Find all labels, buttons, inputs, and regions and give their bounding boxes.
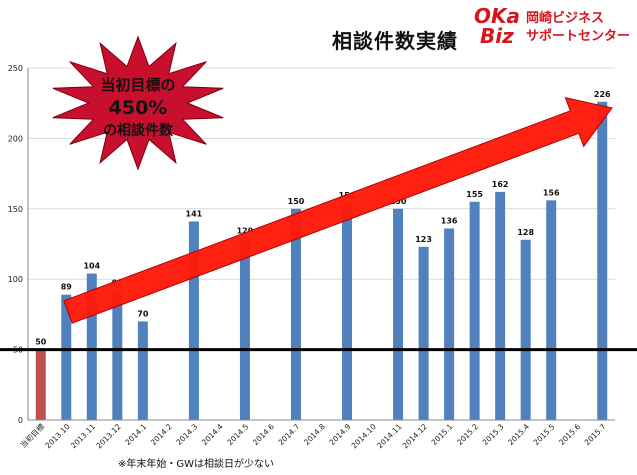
data-label: 156	[543, 188, 560, 197]
x-tick-label: 2014.9	[328, 422, 353, 447]
data-label: 226	[594, 90, 611, 99]
trend-arrow	[63, 97, 613, 324]
data-label: 129	[237, 226, 254, 235]
y-tick-label: 0	[18, 416, 23, 425]
x-tick-label: 2015.1	[430, 422, 455, 447]
x-tick-label: 2014.8	[302, 422, 327, 447]
bar	[86, 273, 97, 420]
x-tick-label: 2015.5	[532, 422, 557, 447]
x-tick-label: 2015.4	[506, 422, 531, 447]
data-label: 162	[492, 180, 509, 189]
data-label: 128	[517, 228, 534, 237]
bar	[239, 238, 250, 420]
x-tick-label: 2014.1	[123, 422, 148, 447]
bar	[546, 200, 557, 420]
x-tick-label: 2014.4	[200, 422, 225, 447]
bar	[188, 221, 199, 420]
x-tick-label: 当初目標	[18, 421, 47, 450]
page-title: 相談件数実績	[332, 29, 458, 53]
data-label: 104	[83, 262, 100, 271]
bar	[290, 208, 301, 420]
starburst	[52, 35, 224, 171]
bar	[342, 203, 353, 420]
y-tick-label: 250	[8, 64, 23, 73]
x-tick-label: 2015.2	[455, 422, 480, 447]
bar	[520, 239, 531, 420]
bar	[61, 294, 72, 420]
data-label: 123	[415, 235, 432, 244]
bar	[35, 349, 46, 420]
logo-mark-line2: Biz	[480, 24, 514, 48]
y-tick-label: 200	[8, 134, 23, 143]
bar	[112, 290, 123, 420]
x-tick-label: 2015.7	[583, 422, 608, 447]
bar	[137, 321, 148, 420]
logo-text-line2: サポートセンター	[526, 29, 631, 44]
x-tick-label: 2013.11	[69, 422, 97, 450]
y-tick-label: 150	[8, 205, 23, 214]
data-label: 89	[61, 283, 73, 292]
x-tick-label: 2013.12	[94, 422, 122, 450]
bar	[393, 208, 404, 420]
burst-line1: 当初目標の	[100, 76, 176, 94]
x-tick-label: 2014.6	[251, 422, 276, 447]
data-label: 136	[441, 217, 458, 226]
data-label: 155	[466, 190, 483, 199]
logo-mark-line1: OKa	[474, 4, 520, 28]
x-tick-label: 2014.2	[149, 422, 174, 447]
logo-text-line1: 岡崎ビジネス	[526, 11, 605, 26]
data-label: 50	[35, 338, 47, 347]
logo-text: 岡崎ビジネス サポートセンター	[526, 10, 630, 46]
data-label: 150	[288, 197, 305, 206]
footnote: ※年末年始・GWは相談日が少ない	[118, 459, 275, 470]
burst-line2: 450%	[108, 97, 168, 119]
burst-line3: の相談件数	[103, 123, 173, 139]
x-tick-label: 2014.7	[276, 422, 301, 447]
x-tick-label: 2014.12	[401, 422, 429, 450]
bar	[444, 228, 455, 420]
x-tick-label: 2014.10	[350, 422, 378, 450]
bar	[469, 201, 480, 420]
x-tick-label: 2015.3	[481, 422, 506, 447]
burst-text: 当初目標の 450% の相談件数	[78, 74, 198, 142]
x-tick-label: 2014.11	[375, 422, 403, 450]
x-tick-label: 2014.3	[174, 422, 199, 447]
logo-mark: OKa Biz	[474, 6, 520, 46]
x-tick-label: 2013.10	[43, 422, 71, 450]
logo: OKa Biz 岡崎ビジネス サポートセンター	[474, 4, 634, 54]
data-label: 141	[186, 209, 203, 218]
bar	[495, 191, 506, 420]
y-tick-label: 100	[8, 275, 23, 284]
x-tick-label: 2014.5	[225, 422, 250, 447]
bar	[597, 101, 608, 421]
data-label: 70	[137, 309, 149, 318]
bar	[418, 246, 429, 420]
x-tick-label: 2015.6	[557, 422, 582, 447]
